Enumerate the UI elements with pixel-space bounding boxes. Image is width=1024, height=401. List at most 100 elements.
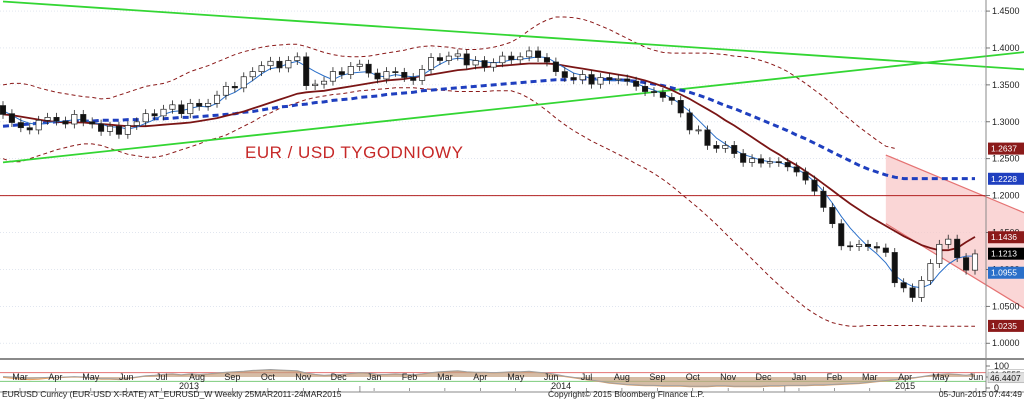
candle-body	[793, 166, 800, 173]
candle-body	[490, 62, 497, 68]
candle-body	[704, 129, 711, 146]
price-tag-box	[988, 319, 1024, 332]
candle-body	[445, 55, 452, 61]
oscillator-tick-label: 100	[994, 361, 1009, 371]
month-label: Jul	[156, 372, 168, 382]
candle-body	[392, 71, 399, 73]
price-tick-label: 1.3500	[992, 80, 1020, 90]
year-label: 2015	[895, 381, 915, 391]
candle-body	[909, 287, 916, 298]
candle-body	[267, 60, 274, 67]
candle-body	[740, 153, 747, 163]
candle-body	[196, 102, 203, 107]
trend-line-0	[2, 0, 1024, 71]
candle-body	[829, 207, 836, 225]
candle-body	[864, 243, 872, 247]
price-tag-label: 1.0955	[991, 268, 1017, 278]
month-label: Dec	[331, 372, 348, 382]
price-panel	[0, 0, 1024, 358]
price-tag-label: 1.1213	[991, 249, 1017, 259]
candle-body	[722, 145, 729, 149]
candle-body	[802, 171, 809, 181]
candle-body	[62, 120, 69, 125]
candle-body	[142, 113, 149, 123]
price-tick-label: 1.0500	[992, 301, 1020, 311]
candle-body	[0, 105, 7, 115]
year-label: 2013	[179, 381, 199, 391]
candle-body	[151, 113, 158, 117]
candle-body	[463, 53, 470, 66]
price-tag-box	[988, 247, 1024, 260]
candle-body	[659, 91, 666, 98]
candle-body	[115, 125, 122, 135]
oscillator-area-1	[3, 369, 975, 387]
price-background	[0, 0, 986, 358]
candle-body	[419, 69, 426, 81]
candle-body	[963, 257, 970, 271]
oscillator-line-1	[2, 368, 976, 387]
candle-body	[285, 60, 292, 69]
month-label: Nov	[720, 372, 737, 382]
candle-body	[454, 53, 461, 57]
candle-body	[231, 86, 238, 89]
oscillator-area-0	[3, 370, 975, 387]
price-tag-box	[988, 231, 1024, 244]
month-label: Nov	[295, 372, 312, 382]
candle-body	[35, 119, 42, 131]
candle-body	[187, 102, 194, 115]
footer-timestamp: 05-Jun-2015 07:44:49	[939, 389, 1022, 399]
month-label: Jun	[119, 372, 134, 382]
candle-body	[98, 123, 105, 132]
footer-copyright: Copyright© 2015 Bloomberg Finance L.P.	[548, 389, 704, 399]
candle-body	[882, 247, 889, 253]
month-label: May	[82, 372, 100, 382]
candle-body	[258, 65, 265, 72]
candle-body	[240, 76, 247, 89]
candle-body	[53, 117, 60, 122]
candle-body	[695, 129, 702, 132]
candle-body	[329, 71, 336, 82]
candle-body	[26, 127, 33, 131]
candle-body	[971, 253, 979, 271]
candle-body	[535, 50, 542, 58]
candle-body	[338, 71, 345, 75]
candle-body	[294, 56, 301, 61]
candle-body	[927, 263, 934, 281]
candle-body	[945, 238, 952, 245]
candle-body	[169, 104, 176, 110]
month-label: Aug	[614, 372, 630, 382]
candle-body	[276, 60, 283, 69]
candle-body	[89, 121, 96, 125]
month-label: Jun	[969, 372, 984, 382]
candle-body	[677, 100, 684, 114]
price-tick-label: 1.4500	[992, 6, 1020, 16]
candle-body	[124, 125, 131, 135]
candle-body	[900, 282, 907, 289]
channel-upper-line	[885, 154, 1024, 214]
candle-body	[668, 97, 675, 101]
price-tag-label: 1.1436	[991, 232, 1017, 242]
month-label: Sep	[649, 372, 665, 382]
candle-body	[17, 122, 24, 129]
candle-body	[650, 91, 657, 93]
month-label: Jul	[581, 372, 593, 382]
candle-body	[356, 63, 363, 67]
candle-body	[481, 60, 488, 68]
candle-body	[784, 162, 791, 168]
candle-body	[106, 125, 114, 132]
candle-body	[588, 74, 595, 85]
candle-body	[160, 108, 167, 117]
candle-body	[472, 60, 479, 66]
candle-body	[570, 77, 577, 81]
candle-body	[347, 66, 354, 75]
candle-body	[178, 104, 185, 115]
moving-average-1	[2, 62, 976, 252]
footer-security-info: EURUSD Curncy (EUR-USD X-RATE) AT_EURUSD…	[2, 389, 342, 399]
month-label: Feb	[402, 372, 418, 382]
candle-body	[383, 71, 390, 80]
price-tag-label: 1.0235	[991, 321, 1017, 331]
candle-body	[8, 113, 15, 123]
candle-body	[321, 80, 328, 85]
candle-body	[410, 77, 417, 81]
